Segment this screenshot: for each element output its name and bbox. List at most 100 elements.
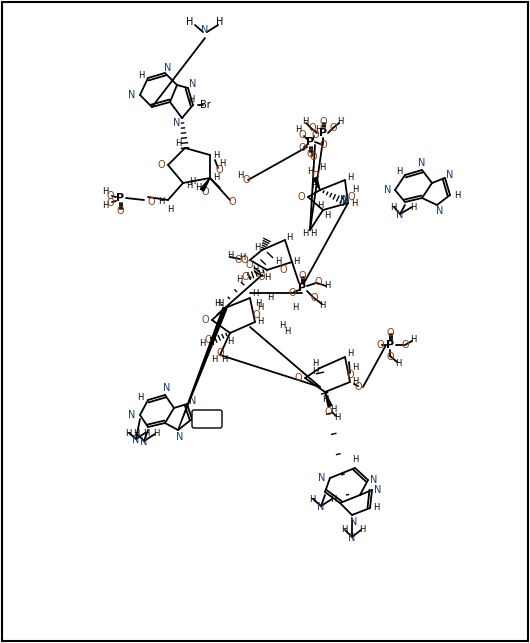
Text: O: O	[294, 373, 302, 383]
Text: H: H	[334, 413, 340, 422]
Text: H: H	[454, 190, 460, 199]
Text: P: P	[298, 283, 306, 293]
Text: H: H	[352, 363, 358, 372]
Text: H: H	[293, 257, 299, 266]
Text: O: O	[306, 149, 314, 159]
Text: O: O	[310, 293, 318, 303]
Text: H: H	[195, 183, 201, 192]
Text: N: N	[132, 435, 140, 445]
Text: H: H	[102, 201, 108, 210]
Text: H: H	[214, 300, 220, 309]
Text: H: H	[267, 293, 273, 302]
Text: H: H	[352, 455, 358, 464]
Text: O: O	[347, 192, 355, 202]
Text: N: N	[370, 475, 378, 485]
Text: H: H	[295, 125, 301, 134]
Text: H: H	[337, 118, 343, 127]
Text: O: O	[106, 198, 114, 208]
Text: O: O	[386, 352, 394, 362]
Text: H: H	[395, 359, 401, 368]
Text: H: H	[286, 233, 292, 242]
Text: H: H	[279, 320, 285, 329]
Text: O: O	[201, 187, 209, 197]
Text: H: H	[199, 338, 205, 347]
Text: H: H	[158, 197, 164, 206]
Text: H: H	[330, 494, 336, 503]
Text: H: H	[310, 230, 316, 239]
Text: H: H	[213, 174, 219, 183]
Text: H: H	[319, 163, 325, 172]
Text: O: O	[147, 197, 155, 207]
Text: Abs: Abs	[198, 414, 216, 424]
Text: O: O	[234, 255, 242, 265]
Text: H: H	[195, 415, 201, 424]
Text: O: O	[324, 407, 332, 417]
Text: O: O	[401, 340, 409, 350]
Text: H: H	[312, 367, 318, 376]
Text: H: H	[254, 242, 260, 251]
Text: O: O	[201, 315, 209, 325]
Text: O: O	[311, 130, 319, 140]
Text: O: O	[279, 265, 287, 275]
Text: P: P	[319, 128, 327, 138]
Text: H: H	[396, 167, 402, 176]
Text: O: O	[298, 271, 306, 281]
Text: O: O	[311, 171, 319, 181]
Text: H: H	[133, 430, 139, 439]
Text: H: H	[257, 318, 263, 327]
Text: H: H	[264, 273, 270, 282]
Text: H: H	[347, 172, 353, 181]
Text: N: N	[384, 185, 392, 195]
Text: H: H	[410, 336, 416, 345]
Text: H: H	[227, 336, 233, 345]
Text: N: N	[319, 473, 326, 483]
Text: Br: Br	[200, 100, 210, 110]
Text: N: N	[342, 195, 350, 205]
Text: H: H	[311, 181, 317, 190]
Text: H: H	[302, 118, 308, 127]
Text: H: H	[292, 303, 298, 312]
Text: N: N	[163, 383, 171, 393]
Text: H: H	[219, 159, 225, 167]
Text: H: H	[252, 266, 258, 275]
Text: O: O	[257, 272, 265, 282]
Text: N: N	[317, 502, 325, 512]
Polygon shape	[325, 392, 332, 406]
Text: H: H	[341, 525, 347, 534]
Text: N: N	[374, 485, 382, 495]
Text: O: O	[297, 192, 305, 202]
Text: H: H	[102, 188, 108, 197]
Text: N: N	[418, 158, 426, 168]
Text: H: H	[312, 359, 318, 368]
Text: H: H	[319, 302, 325, 311]
Text: N: N	[176, 432, 184, 442]
Text: H: H	[137, 392, 143, 401]
Text: N: N	[128, 90, 136, 100]
Text: H: H	[143, 428, 149, 437]
Text: O: O	[288, 288, 296, 298]
Text: N: N	[201, 25, 209, 35]
Text: O: O	[216, 348, 224, 358]
Text: H: H	[373, 503, 379, 512]
Text: H: H	[213, 150, 219, 159]
Text: H: H	[221, 356, 227, 365]
Text: N: N	[128, 410, 136, 420]
Text: H: H	[216, 17, 224, 27]
Text: N: N	[340, 195, 348, 205]
Text: N: N	[173, 118, 181, 128]
Text: N: N	[164, 63, 172, 73]
Text: N: N	[446, 170, 454, 180]
Text: O: O	[157, 160, 165, 170]
Text: O: O	[376, 340, 384, 350]
Text: H: H	[255, 298, 261, 307]
FancyBboxPatch shape	[192, 410, 222, 428]
Text: H: H	[284, 327, 290, 336]
Text: H: H	[125, 428, 131, 437]
Text: H: H	[257, 303, 263, 312]
Text: H: H	[236, 275, 242, 284]
Text: H: H	[186, 181, 192, 190]
Text: O: O	[309, 152, 317, 162]
Text: N: N	[189, 79, 197, 89]
Text: H: H	[167, 206, 173, 215]
Text: H: H	[217, 298, 223, 307]
